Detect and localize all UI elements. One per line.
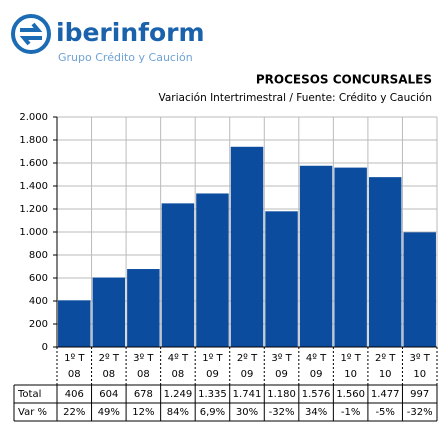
bar: [299, 165, 333, 347]
y-tick-label: 1.000: [19, 227, 48, 238]
x-tick-label: 08: [137, 369, 150, 380]
y-tick-label: 1.800: [19, 135, 48, 146]
table-var: 6,9%: [200, 407, 225, 418]
x-tick-label: 08: [172, 369, 185, 380]
x-tick-label: 10: [413, 369, 426, 380]
bar: [196, 193, 229, 347]
x-tick-label: 09: [206, 369, 219, 380]
table-total: 406: [65, 389, 84, 400]
bar: [368, 177, 402, 347]
table-var: 12%: [132, 407, 154, 418]
x-tick-label: 08: [102, 369, 115, 380]
table-total: 1.560: [336, 389, 365, 400]
x-tick-label: 08: [68, 369, 81, 380]
y-tick-label: 800: [29, 250, 48, 261]
y-tick-label: 0: [42, 342, 48, 353]
x-tick-label: 10: [344, 369, 357, 380]
logo-name: iberinform: [56, 18, 205, 47]
x-tick-label: 1º T: [202, 353, 223, 364]
x-tick-label: 2º T: [237, 353, 258, 364]
bar: [58, 300, 91, 347]
bar: [92, 277, 126, 347]
bar: [127, 269, 160, 347]
x-tick-label: 09: [275, 369, 288, 380]
table-var: 49%: [98, 407, 120, 418]
bar: [161, 203, 195, 347]
logo-tagline: Grupo Crédito y Caución: [58, 51, 193, 64]
y-tick-label: 1.400: [19, 181, 48, 192]
x-tick-label: 4º T: [306, 353, 327, 364]
bar: [334, 167, 367, 347]
bar: [230, 146, 264, 347]
x-tick-label: 09: [310, 369, 323, 380]
table-var: -5%: [375, 407, 394, 418]
table-var: 34%: [305, 407, 327, 418]
y-tick-label: 1.600: [19, 158, 48, 169]
table-var: 84%: [167, 407, 189, 418]
table-var: -32%: [407, 407, 433, 418]
table-total: 678: [134, 389, 153, 400]
table-var: -32%: [269, 407, 295, 418]
bar: [265, 211, 298, 347]
x-tick-label: 3º T: [271, 353, 292, 364]
y-tick-label: 1.200: [19, 204, 48, 215]
y-tick-label: 2.000: [19, 112, 48, 123]
table-var: -1%: [341, 407, 360, 418]
x-tick-label: 2º T: [375, 353, 396, 364]
chart-subtitle: Variación Intertrimestral / Fuente: Créd…: [159, 92, 433, 104]
table-total: 1.180: [267, 389, 296, 400]
x-tick-label: 3º T: [133, 353, 154, 364]
table-total: 1.576: [302, 389, 331, 400]
y-tick-label: 200: [29, 319, 48, 330]
table-total: 1.741: [233, 389, 262, 400]
table-var: 30%: [236, 407, 258, 418]
table-total: 997: [410, 389, 429, 400]
x-tick-label: 4º T: [168, 353, 189, 364]
table-total: 604: [99, 389, 118, 400]
y-tick-label: 600: [29, 273, 48, 284]
chart-title: PROCESOS CONCURSALES: [256, 73, 432, 87]
x-tick-label: 3º T: [410, 353, 431, 364]
y-tick-label: 400: [29, 296, 48, 307]
x-tick-label: 2º T: [99, 353, 120, 364]
table-total: 1.477: [371, 389, 400, 400]
table-row-label: Var %: [18, 407, 47, 418]
x-tick-label: 09: [241, 369, 254, 380]
table-row-label: Total: [17, 389, 41, 400]
table-var: 22%: [63, 407, 85, 418]
x-tick-label: 10: [379, 369, 392, 380]
table-total: 1.249: [164, 389, 193, 400]
bar: [403, 232, 436, 347]
logo-icon: [11, 14, 51, 54]
x-tick-label: 1º T: [340, 353, 361, 364]
x-tick-label: 1º T: [64, 353, 85, 364]
table-total: 1.335: [198, 389, 227, 400]
